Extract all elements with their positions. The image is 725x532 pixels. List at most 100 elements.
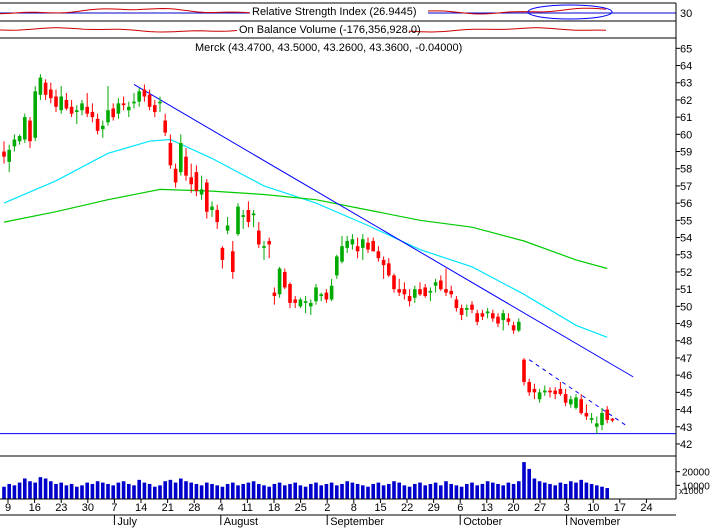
volume-bar: [433, 482, 438, 499]
candle-body: [558, 388, 563, 395]
candle-body: [241, 215, 245, 217]
candle-body: [511, 325, 516, 331]
candle: [553, 387, 557, 400]
price-tick-label: 52: [680, 267, 692, 279]
candle: [517, 318, 521, 333]
volume-bar: [85, 482, 89, 499]
volume-bar: [293, 482, 297, 499]
candle-body: [64, 99, 69, 109]
candle: [80, 99, 84, 116]
candle-body: [537, 392, 542, 400]
candle-body: [569, 399, 573, 405]
candle-body: [184, 156, 188, 176]
candle-body: [163, 120, 167, 133]
volume-bar: [584, 482, 589, 499]
candle-body: [69, 106, 74, 114]
price-label: Merck (43.4700, 43.5000, 43.2600, 43.360…: [195, 42, 462, 54]
candle: [262, 240, 266, 260]
candle-body: [517, 321, 521, 331]
candle-body: [381, 259, 386, 266]
candle: [43, 79, 48, 100]
candle-body: [444, 289, 448, 293]
candle: [225, 216, 230, 235]
price-tick-label: 51: [680, 284, 692, 296]
candle: [38, 74, 43, 100]
candle: [563, 388, 568, 407]
volume-bar: [527, 468, 531, 499]
candle-body: [95, 118, 100, 131]
price-tick-label: 42: [680, 439, 692, 451]
candle: [241, 210, 245, 229]
candle-body: [387, 263, 391, 276]
candle: [579, 394, 583, 415]
candle-body: [59, 96, 63, 111]
volume-bar: [506, 482, 511, 499]
volume-bar: [543, 482, 547, 499]
volume-bar: [283, 485, 287, 499]
candle: [522, 357, 526, 386]
candle-body: [506, 318, 511, 322]
candle-body: [2, 151, 6, 157]
candle: [210, 201, 214, 217]
volume-bar: [137, 479, 141, 499]
candle-body: [85, 106, 89, 114]
price-tick-label: 50: [680, 301, 692, 313]
candle-body: [319, 294, 323, 297]
candle: [59, 86, 63, 114]
candle-body: [225, 225, 230, 231]
volume-bar: [179, 478, 183, 499]
price-tick-label: 54: [680, 233, 692, 245]
ma-short-line: [3, 138, 608, 338]
candle-body: [23, 117, 27, 140]
volume-tick-label: 20000: [682, 468, 710, 479]
candle: [423, 283, 427, 298]
candle: [257, 222, 261, 248]
candle: [589, 412, 594, 424]
volume-bar: [106, 483, 110, 499]
candle: [413, 285, 417, 303]
candle: [324, 289, 329, 303]
volume-bar: [470, 482, 474, 499]
candle: [387, 258, 391, 278]
candle: [340, 235, 344, 264]
volume-bar: [511, 483, 516, 499]
volume-bar: [210, 483, 214, 499]
candle: [90, 103, 95, 123]
candle: [407, 289, 412, 307]
volume-bar: [111, 485, 115, 499]
candle-body: [251, 213, 256, 216]
volume-unit-label: x1000: [679, 486, 704, 496]
candle: [605, 406, 609, 424]
moving-averages: [3, 138, 608, 338]
volume-bar: [38, 477, 43, 499]
candle-body: [90, 111, 95, 118]
volume-bar: [392, 481, 396, 499]
candle: [345, 235, 349, 254]
candle: [236, 203, 240, 236]
price-tick-label: 62: [680, 95, 692, 107]
candle: [309, 299, 313, 315]
candle-body: [210, 206, 214, 211]
volume-bar: [127, 483, 131, 499]
candle-body: [480, 313, 485, 317]
candle-body: [501, 313, 505, 321]
volume-bar: [147, 483, 152, 499]
volume-bar: [80, 485, 84, 499]
candle-body: [257, 230, 261, 245]
candle: [600, 407, 604, 431]
candle: [173, 163, 178, 188]
candle: [485, 308, 490, 319]
candle-body: [116, 103, 121, 114]
date-tick-label: 16: [29, 502, 41, 514]
volume-bar: [475, 485, 479, 499]
price-tick-label: 63: [680, 78, 692, 90]
candle: [64, 93, 69, 111]
candle: [558, 382, 563, 396]
volume-bar: [75, 486, 79, 499]
volume-bar: [69, 483, 74, 499]
volume-bar: [376, 482, 381, 499]
candle: [303, 296, 308, 314]
volume-bar: [163, 481, 167, 499]
volume-bar: [439, 485, 443, 499]
candle-body: [335, 256, 339, 276]
